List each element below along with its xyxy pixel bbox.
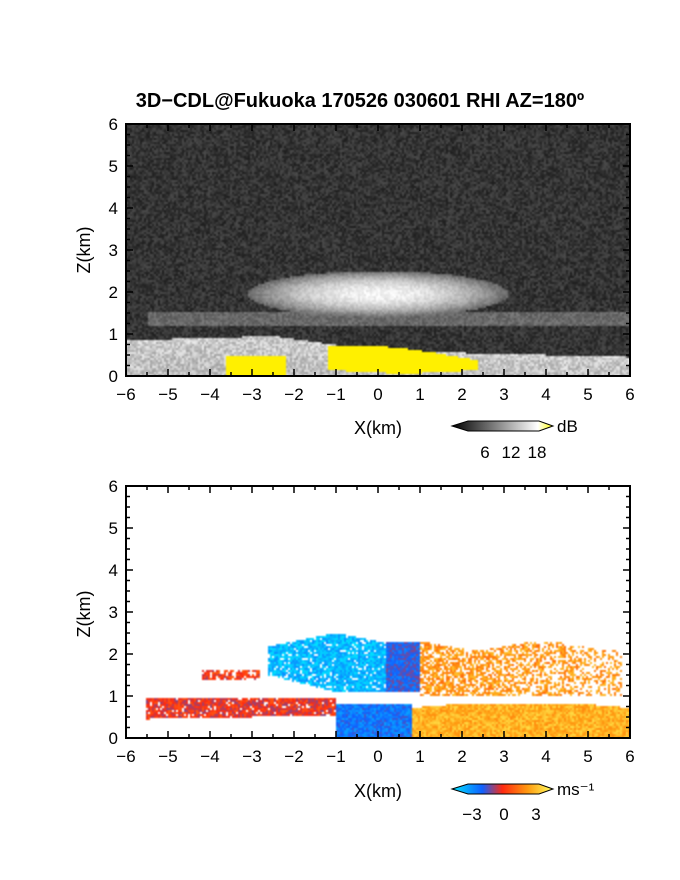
x-tick-label: −5 <box>158 385 177 404</box>
x-tick-label: 3 <box>499 385 508 404</box>
snr-y-axis-label: Z(km) <box>74 227 94 274</box>
y-tick-label: 4 <box>109 199 118 218</box>
doppler-colorbar-tick-neg3: −3 <box>462 805 481 824</box>
doppler-panel: −6 −5 −4 −3 −2 −1 0 1 2 3 4 5 6 0 1 2 3 4 5 6 X(km) Z(km) m… <box>74 477 635 824</box>
y-tick-label: 0 <box>109 367 118 386</box>
snr-colorbar-tick-12: 12 <box>502 443 521 462</box>
doppler-colorbar-tick-0: 0 <box>499 805 508 824</box>
x-tick-label: −3 <box>242 747 261 766</box>
x-tick-label: −2 <box>284 385 303 404</box>
doppler-heatmap-image <box>126 486 630 738</box>
y-tick-label: 1 <box>109 325 118 344</box>
y-tick-label: 2 <box>109 283 118 302</box>
x-tick-label: 4 <box>541 385 550 404</box>
x-tick-label: −3 <box>242 385 261 404</box>
snr-heatmap <box>126 124 630 376</box>
doppler-x-axis-label: X(km) <box>354 781 402 801</box>
x-tick-label: 5 <box>583 747 592 766</box>
y-tick-label: 2 <box>109 645 118 664</box>
snr-colorbar: dB 6 12 18 <box>450 417 578 462</box>
snr-ticks: −6 −5 −4 −3 −2 −1 0 1 2 3 4 5 6 0 1 2 3 4 5 6 <box>109 115 635 404</box>
doppler-heatmap <box>126 486 630 738</box>
x-tick-label: 1 <box>415 385 424 404</box>
y-tick-label: 5 <box>109 157 118 176</box>
x-tick-label: −6 <box>116 385 135 404</box>
snr-colorbar-scale <box>450 420 555 432</box>
y-tick-label: 3 <box>109 603 118 622</box>
x-tick-label: 4 <box>541 747 550 766</box>
y-tick-label: 1 <box>109 687 118 706</box>
x-tick-label: 0 <box>373 385 382 404</box>
y-tick-label: 5 <box>109 519 118 538</box>
doppler-colorbar-scale <box>450 783 555 795</box>
x-tick-label: −2 <box>284 747 303 766</box>
doppler-colorbar-unit: ms⁻¹ <box>557 780 595 799</box>
y-tick-label: 6 <box>109 115 118 134</box>
snr-colorbar-unit: dB <box>557 417 578 436</box>
snr-colorbar-tick-18: 18 <box>528 443 547 462</box>
figure-title: 3D−CDL@Fukuoka 170526 030601 RHI AZ=180º <box>136 90 585 112</box>
x-tick-label: −1 <box>326 385 345 404</box>
doppler-colorbar: ms⁻¹ −3 0 3 <box>450 780 595 824</box>
x-tick-label: 6 <box>625 385 634 404</box>
y-tick-label: 6 <box>109 477 118 496</box>
x-tick-label: 2 <box>457 747 466 766</box>
doppler-y-axis-label: Z(km) <box>74 591 94 638</box>
doppler-ticks: −6 −5 −4 −3 −2 −1 0 1 2 3 4 5 6 0 1 2 3 4 5 6 <box>109 477 635 766</box>
snr-heatmap-image <box>126 124 630 376</box>
y-tick-label: 3 <box>109 241 118 260</box>
x-tick-label: 6 <box>625 747 634 766</box>
y-tick-label: 4 <box>109 561 118 580</box>
snr-x-axis-label: X(km) <box>354 418 402 438</box>
x-tick-label: −6 <box>116 747 135 766</box>
x-tick-label: 1 <box>415 747 424 766</box>
doppler-colorbar-tick-3: 3 <box>531 805 540 824</box>
x-tick-label: −1 <box>326 747 345 766</box>
x-tick-label: −4 <box>200 385 219 404</box>
y-tick-label: 0 <box>109 729 118 748</box>
x-tick-label: −4 <box>200 747 219 766</box>
snr-colorbar-tick-6: 6 <box>480 443 489 462</box>
x-tick-label: 3 <box>499 747 508 766</box>
x-tick-label: −5 <box>158 747 177 766</box>
x-tick-label: 5 <box>583 385 592 404</box>
x-tick-label: 2 <box>457 385 466 404</box>
x-tick-label: 0 <box>373 747 382 766</box>
